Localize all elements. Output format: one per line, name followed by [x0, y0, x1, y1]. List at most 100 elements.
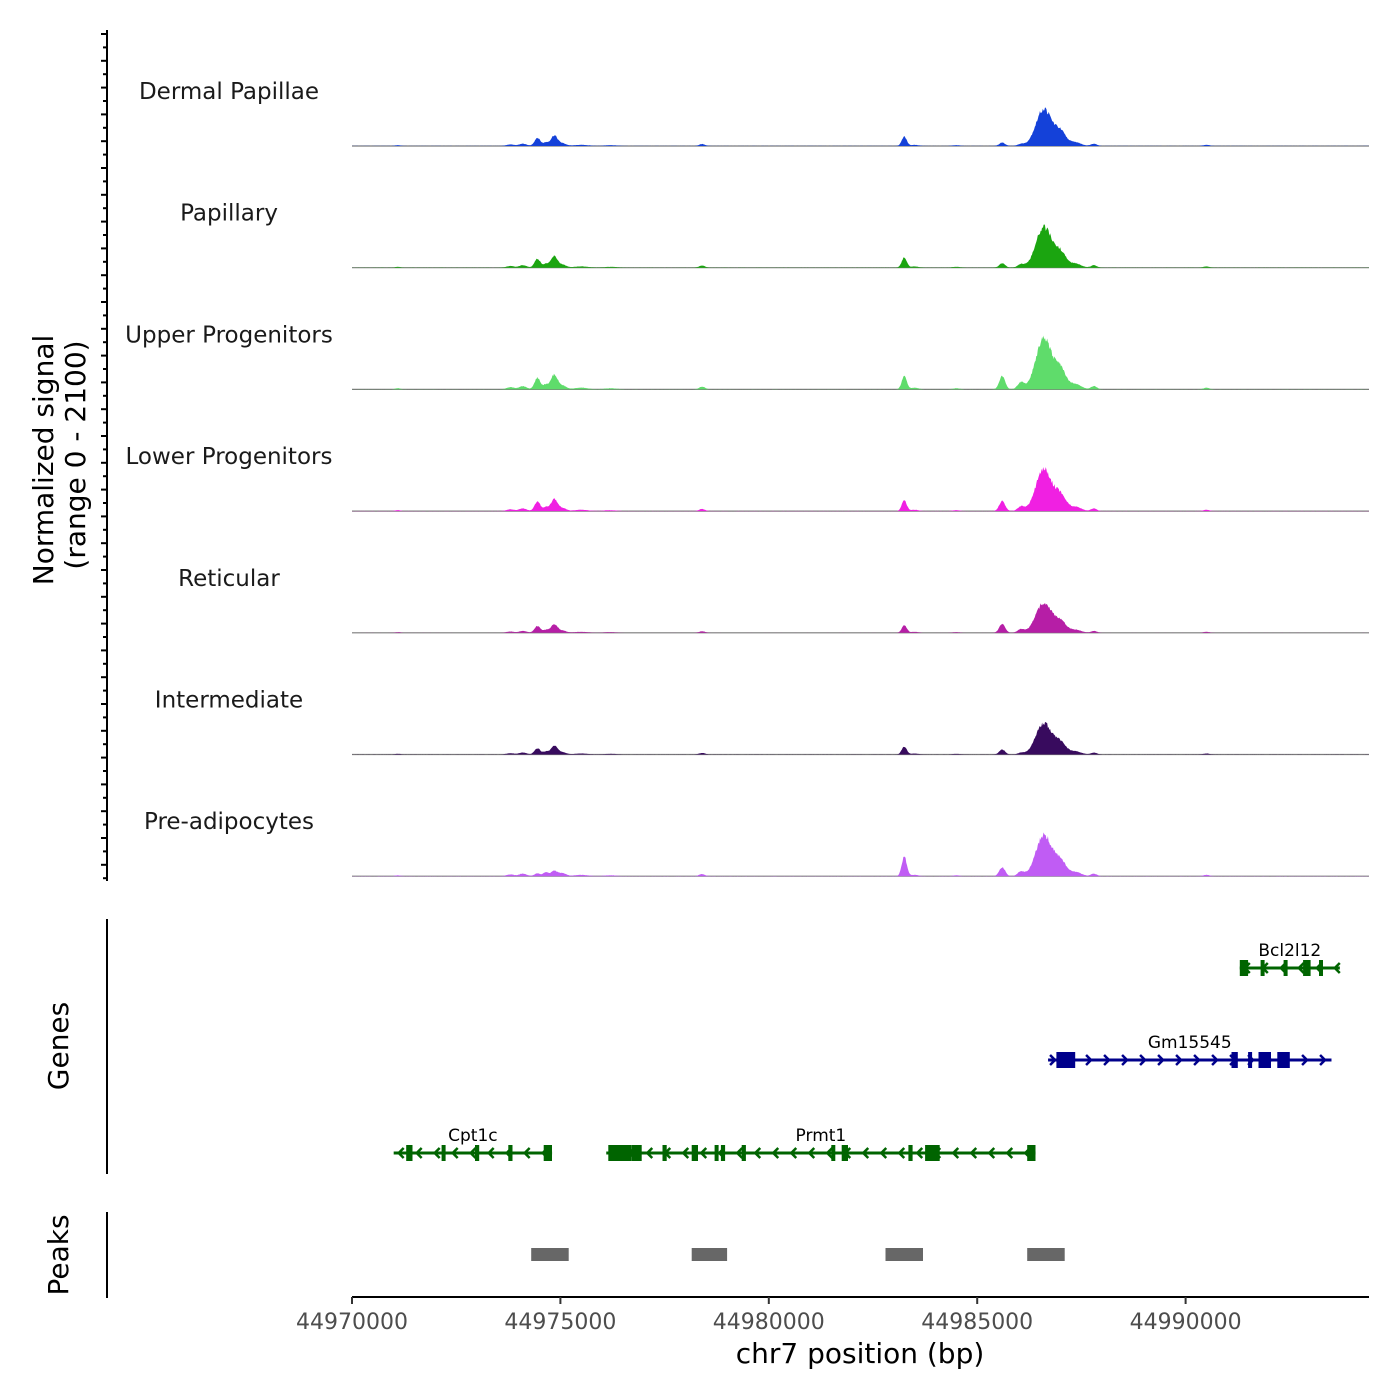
strand-arrow	[789, 1147, 798, 1159]
exon	[1231, 1052, 1238, 1068]
strand-arrow	[1049, 1054, 1057, 1066]
strand-arrow	[1297, 962, 1305, 974]
strand-arrow	[699, 1147, 708, 1159]
exon	[935, 1145, 940, 1161]
track-label: Pre-adipocytes	[144, 809, 314, 835]
exon	[1277, 1052, 1290, 1068]
x-tick-label: 44990000	[1130, 1310, 1242, 1335]
track-dermal-papillae: Dermal Papillae	[139, 79, 1369, 147]
strand-arrow	[1103, 1054, 1111, 1066]
strand-arrow	[1211, 1054, 1219, 1066]
exon	[441, 1145, 446, 1161]
exon	[631, 1145, 642, 1161]
exon	[714, 1145, 719, 1161]
strand-arrow	[1157, 1054, 1165, 1066]
track-pre-adipocytes: Pre-adipocytes	[144, 809, 1369, 877]
strand-arrow	[468, 1147, 477, 1159]
peak-region	[885, 1248, 923, 1261]
coverage-area	[352, 107, 1369, 146]
y-axis-range: (range 0 - 2100)	[59, 340, 92, 569]
strand-arrow	[522, 1147, 531, 1159]
exon	[508, 1145, 513, 1161]
strand-arrow	[645, 1147, 654, 1159]
gene-prmt1: Prmt1	[606, 1126, 1036, 1161]
peak-region	[531, 1248, 569, 1261]
exon	[662, 1145, 667, 1161]
strand-arrow	[879, 1147, 888, 1159]
track-reticular: Reticular	[178, 566, 1369, 634]
strand-arrow	[1301, 1054, 1309, 1066]
strand-arrow	[753, 1147, 762, 1159]
coverage-y-ticks	[101, 33, 107, 880]
x-tick-label: 44980000	[713, 1310, 825, 1335]
x-axis-ticks: 44970000 44975000 44980000 44985000 44990000	[296, 1297, 1242, 1335]
strand-arrow	[1333, 962, 1341, 974]
gene-cpt1c: Cpt1c	[393, 1126, 553, 1161]
coverage-area	[352, 602, 1369, 633]
strand-arrow	[1005, 1147, 1014, 1159]
exon	[925, 1145, 936, 1161]
exon	[1283, 960, 1288, 976]
strand-arrow	[735, 1147, 744, 1159]
strand-arrow	[1085, 1054, 1093, 1066]
coverage-area	[352, 467, 1369, 512]
strand-arrow	[987, 1147, 996, 1159]
exon	[720, 1145, 726, 1161]
peaks-track-label: Peaks	[42, 1214, 75, 1295]
gene-label: Cpt1c	[448, 1126, 498, 1146]
exon	[543, 1145, 552, 1161]
strand-arrow	[1121, 1054, 1129, 1066]
track-label: Dermal Papillae	[139, 79, 319, 105]
strand-arrow	[897, 1147, 906, 1159]
coverage-tracks: Dermal Papillae Papillary Upper Progenitor…	[125, 79, 1369, 877]
coverage-area	[352, 722, 1369, 755]
peak-region	[1027, 1248, 1065, 1261]
strand-arrow	[1319, 1054, 1327, 1066]
gene-gm15545: Gm15545	[1048, 1033, 1332, 1068]
track-label: Lower Progenitors	[126, 444, 333, 470]
track-papillary: Papillary	[180, 201, 1369, 269]
x-tick-label: 44985000	[921, 1310, 1033, 1335]
strand-arrow	[969, 1147, 978, 1159]
peaks-track	[531, 1248, 1065, 1261]
exon	[1027, 1145, 1036, 1161]
strand-arrow	[915, 1147, 924, 1159]
exon	[841, 1145, 848, 1161]
coverage-area	[352, 832, 1369, 877]
track-intermediate: Intermediate	[155, 688, 1369, 756]
strand-arrow	[951, 1147, 960, 1159]
exon	[831, 1145, 836, 1161]
coverage-area	[352, 224, 1369, 268]
exon	[608, 1145, 632, 1161]
genes-track-label: Genes	[42, 1002, 75, 1090]
gene-label: Bcl2l12	[1258, 941, 1321, 961]
strand-arrow	[825, 1147, 834, 1159]
exon	[1319, 960, 1323, 976]
strand-arrow	[432, 1147, 441, 1159]
track-label: Reticular	[178, 566, 280, 592]
gene-bcl2l12: Bcl2l12	[1239, 941, 1341, 976]
x-tick-label: 44970000	[296, 1310, 408, 1335]
exon	[1303, 960, 1311, 976]
strand-arrow	[414, 1147, 423, 1159]
track-label: Intermediate	[155, 688, 303, 714]
gene-label: Gm15545	[1148, 1033, 1232, 1053]
x-axis-title: chr7 position (bp)	[736, 1337, 985, 1370]
exon	[1258, 1052, 1271, 1068]
strand-arrow	[861, 1147, 870, 1159]
track-lower-progenitors: Lower Progenitors	[126, 444, 1369, 512]
genes-track: Bcl2l12 Gm15545 Cpt1c Prmt1	[393, 941, 1341, 1161]
peak-region	[691, 1248, 728, 1261]
exon	[691, 1145, 698, 1161]
exon	[475, 1145, 480, 1161]
gene-label: Prmt1	[796, 1126, 847, 1146]
exon	[1248, 1052, 1253, 1068]
exon	[1239, 960, 1249, 976]
track-upper-progenitors: Upper Progenitors	[125, 322, 1369, 390]
strand-arrow	[1139, 1054, 1147, 1066]
strand-arrow	[1175, 1054, 1183, 1066]
exon	[1056, 1052, 1076, 1068]
exon	[908, 1145, 913, 1161]
strand-arrow	[396, 1147, 405, 1159]
